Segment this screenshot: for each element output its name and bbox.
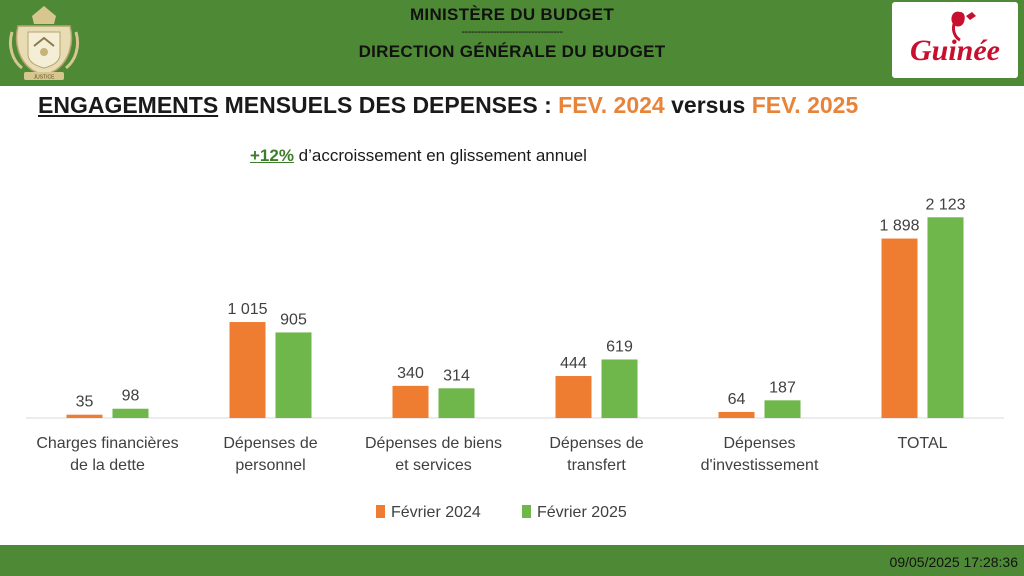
title-part-depenses: MENSUELS DES DEPENSES : [218,92,559,118]
data-label-2025-2: 314 [443,367,470,384]
data-label-2025-4: 187 [769,379,796,396]
category-label-1-0: Dépenses de [223,435,317,452]
category-label-1-1: personnel [235,457,305,474]
bar-2025-1 [275,332,312,418]
data-label-2024-0: 35 [76,394,94,411]
page-title: ENGAGEMENTS MENSUELS DES DEPENSES : FEV.… [38,92,858,119]
title-period-2025: FEV. 2025 [751,92,859,118]
bar-chart: 35 98 Charges financières de la dette 1 015 9… [26,196,1004,521]
title-part-engagements: ENGAGEMENTS [38,92,219,118]
growth-text: d’accroissement en glissement annuel [293,146,587,165]
bar-2024-0 [66,414,103,418]
guinee-logo-graphic: Guinée [910,11,1000,67]
legend-label-2025: Février 2025 [537,504,627,521]
svg-text:Guinée: Guinée [910,34,1000,67]
data-label-2025-1: 905 [280,311,307,328]
data-label-2025-0: 98 [122,388,140,405]
timestamp: 09/05/2025 17:28:36 [889,554,1018,570]
data-label-2025-5: 2 123 [925,196,965,213]
legend-swatch-2024 [376,505,385,518]
bar-2024-3 [555,376,592,418]
bar-2025-5 [927,217,964,418]
bar-2024-2 [392,385,429,418]
bar-2025-3 [601,359,638,418]
category-label-3-0: Dépenses de [549,435,643,452]
legend-swatch-2025 [522,505,531,518]
direction-name: DIRECTION GÉNÉRALE DU BUDGET [358,42,666,61]
data-label-2024-4: 64 [728,391,746,408]
header-bar: JUSTICE MINISTÈRE DU BUDGET ------------… [0,0,1024,86]
growth-percent: +12% [250,146,294,165]
legend-label-2024: Février 2024 [391,504,481,521]
data-label-2024-2: 340 [397,365,424,382]
bar-2025-0 [112,408,149,418]
header-text-block: MINISTÈRE DU BUDGET --------------------… [240,4,784,64]
category-label-0-1: de la dette [70,457,145,474]
svg-text:JUSTICE: JUSTICE [34,75,56,81]
header-separator: -------------------------------- [461,26,563,38]
category-label-4-0: Dépenses [723,435,795,452]
bar-2024-4 [718,411,755,418]
category-label-4-1: d'investissement [701,457,819,474]
guinee-logo: Guinée [892,2,1018,78]
title-period-2024: FEV. 2024 [558,92,665,118]
bar-2025-2 [438,388,475,418]
data-label-2024-5: 1 898 [879,218,919,235]
ministry-name: MINISTÈRE DU BUDGET [409,5,615,24]
bar-2024-1 [229,322,266,418]
bar-2024-5 [881,238,918,418]
data-label-2025-3: 619 [606,338,633,355]
category-label-5-0: TOTAL [897,435,947,452]
bar-2025-4 [764,400,801,418]
title-versus: versus [664,92,752,118]
footer-bar: 09/05/2025 17:28:36 [0,545,1024,576]
category-label-2-1: et services [395,457,471,474]
data-label-2024-3: 444 [560,355,587,372]
data-label-2024-1: 1 015 [227,301,267,318]
category-label-3-1: transfert [567,457,626,474]
growth-subtitle: +12% d’accroissement en glissement annue… [250,146,587,166]
category-label-0-0: Charges financières [36,435,178,452]
category-label-2-0: Dépenses de biens [365,435,502,452]
coat-of-arms-emblem: JUSTICE [8,6,80,81]
